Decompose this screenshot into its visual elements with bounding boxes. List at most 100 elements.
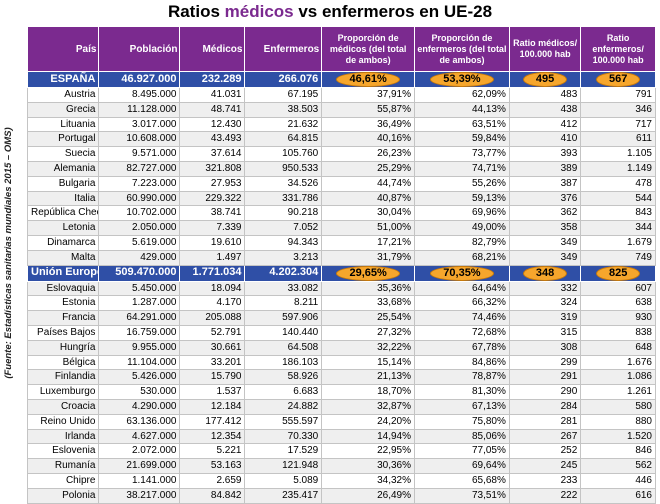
cell-ratio-enfermeros: 880: [580, 413, 656, 430]
table-row: Finlandia 5.426.000 15.790 58.926 21,13% 78,8…: [26, 369, 656, 386]
cell-enfermeros: 34.526: [244, 175, 323, 192]
table-row: Dinamarca 5.619.000 19.610 94.343 17,21% 82,7…: [26, 234, 656, 251]
cell-ratio-medicos: 438: [508, 101, 582, 118]
cell-poblacion: 1.141.000: [98, 472, 181, 489]
cell-pais: Chipre: [26, 472, 100, 489]
cell-poblacion: 5.450.000: [98, 280, 181, 297]
cell-ratio-enfermeros: 717: [580, 116, 656, 133]
cell-ratio-medicos: 290: [508, 384, 582, 400]
cell-pais: ESPAÑA: [26, 71, 100, 88]
cell-ratio-enfermeros: 580: [580, 398, 656, 415]
cell-pais: Rumanía: [26, 458, 100, 474]
cell-enfermeros: 17.529: [244, 443, 323, 460]
table-row: Luxemburgo 530.000 1.537 6.683 18,70% 81,30% 2…: [26, 384, 656, 400]
cell-prop-medicos: 25,54%: [321, 310, 415, 326]
cell-poblacion: 5.426.000: [98, 369, 181, 386]
cell-prop-enfermeros: 67,13%: [414, 398, 510, 415]
table-row: Austria 8.495.000 41.031 67.195 37,91% 62,09%…: [26, 87, 656, 103]
cell-ratio-medicos: 362: [508, 205, 582, 222]
cell-prop-enfermeros: 67,78%: [414, 339, 510, 356]
cell-medicos: 41.031: [179, 87, 246, 103]
cell-poblacion: 4.290.000: [98, 398, 181, 415]
cell-ratio-medicos: 281: [508, 413, 582, 430]
cell-enfermeros: 950.533: [244, 160, 323, 177]
cell-poblacion: 38.217.000: [98, 487, 181, 504]
cell-prop-enfermeros: 74,46%: [414, 310, 510, 326]
cell-prop-enfermeros: 75,80%: [414, 413, 510, 430]
cell-ratio-enfermeros: 344: [580, 220, 656, 236]
cell-ratio-enfermeros: 1.261: [580, 384, 656, 400]
cell-pais: Bulgaria: [26, 175, 100, 192]
cell-poblacion: 8.495.000: [98, 87, 181, 103]
cell-ratio-enfermeros: 346: [580, 101, 656, 118]
cell-enfermeros: 3.213: [244, 249, 323, 266]
cell-enfermeros: 121.948: [244, 458, 323, 474]
cell-ratio-enfermeros: 611: [580, 131, 656, 148]
cell-ratio-medicos: 349: [508, 249, 582, 266]
cell-prop-medicos: 17,21%: [321, 234, 415, 251]
cell-prop-medicos: 29,65%: [321, 264, 415, 282]
cell-poblacion: 10.702.000: [98, 205, 181, 222]
cell-poblacion: 16.759.000: [98, 324, 181, 341]
cell-prop-medicos: 40,16%: [321, 131, 415, 148]
cell-prop-enfermeros: 53,39%: [414, 71, 510, 88]
cell-prop-enfermeros: 77,05%: [414, 443, 510, 460]
cell-pais: Italia: [26, 190, 100, 207]
cell-prop-enfermeros: 73,51%: [414, 487, 510, 504]
cell-pais: Polonia: [26, 487, 100, 504]
cell-ratio-medicos: 332: [508, 280, 582, 297]
cell-ratio-enfermeros: 1.520: [580, 428, 656, 445]
cell-prop-enfermeros: 64,64%: [414, 280, 510, 297]
cell-prop-enfermeros: 69,64%: [414, 458, 510, 474]
header-row: País Población Médicos Enfermeros Propor…: [26, 26, 656, 72]
cell-poblacion: 63.136.000: [98, 413, 181, 430]
cell-pais: Suecia: [26, 146, 100, 162]
cell-prop-medicos: 26,23%: [321, 146, 415, 162]
cell-pais: Grecia: [26, 101, 100, 118]
cell-enfermeros: 597.906: [244, 310, 323, 326]
cell-poblacion: 7.223.000: [98, 175, 181, 192]
cell-pais: Austria: [26, 87, 100, 103]
header-poblacion: Población: [98, 26, 181, 72]
cell-enfermeros: 6.683: [244, 384, 323, 400]
cell-medicos: 15.790: [179, 369, 246, 386]
cell-pais: Bélgica: [26, 354, 100, 371]
cell-medicos: 37.614: [179, 146, 246, 162]
cell-ratio-enfermeros: 846: [580, 443, 656, 460]
cell-medicos: 7.339: [179, 220, 246, 236]
cell-pais: Eslovenia: [26, 443, 100, 460]
cell-prop-medicos: 31,79%: [321, 249, 415, 266]
page-title: Ratios médicos vs enfermeros en UE-28: [167, 2, 493, 21]
cell-ratio-enfermeros: 1.679: [580, 234, 656, 251]
table-row: Eslovenia 2.072.000 5.221 17.529 22,95% 77,05…: [26, 443, 656, 460]
cell-enfermeros: 235.417: [244, 487, 323, 504]
table-row: Croacia 4.290.000 12.184 24.882 32,87% 67,13%…: [26, 398, 656, 415]
table-row: Bulgaria 7.223.000 27.953 34.526 44,74% 55,26…: [26, 175, 656, 192]
cell-enfermeros: 90.218: [244, 205, 323, 222]
cell-medicos: 4.170: [179, 295, 246, 312]
cell-medicos: 43.493: [179, 131, 246, 148]
cell-enfermeros: 8.211: [244, 295, 323, 312]
table-row: Hungría 9.955.000 30.661 64.508 32,22% 67,78%…: [26, 339, 656, 356]
cell-prop-enfermeros: 68,21%: [414, 249, 510, 266]
cell-ratio-medicos: 245: [508, 458, 582, 474]
cell-medicos: 1.497: [179, 249, 246, 266]
header-ratio-enfermeros: Ratio enfermeros/ 100.000 hab: [580, 26, 656, 72]
cell-prop-medicos: 24,20%: [321, 413, 415, 430]
cell-medicos: 1.537: [179, 384, 246, 400]
cell-ratio-enfermeros: 544: [580, 190, 656, 207]
cell-pais: Croacia: [26, 398, 100, 415]
cell-prop-enfermeros: 59,84%: [414, 131, 510, 148]
cell-pais: República Checa: [26, 205, 100, 222]
cell-ratio-medicos: 387: [508, 175, 582, 192]
cell-ratio-medicos: 358: [508, 220, 582, 236]
cell-prop-medicos: 40,87%: [321, 190, 415, 207]
cell-prop-enfermeros: 63,51%: [414, 116, 510, 133]
cell-ratio-enfermeros: 1.149: [580, 160, 656, 177]
table-row: Eslovaquia 5.450.000 18.094 33.082 35,36% 64,…: [26, 280, 656, 297]
cell-ratio-medicos: 324: [508, 295, 582, 312]
cell-pais: Malta: [26, 249, 100, 266]
cell-ratio-enfermeros: 567: [580, 71, 656, 88]
cell-pais: Lituania: [26, 116, 100, 133]
highlight-oval: 348: [522, 266, 568, 281]
